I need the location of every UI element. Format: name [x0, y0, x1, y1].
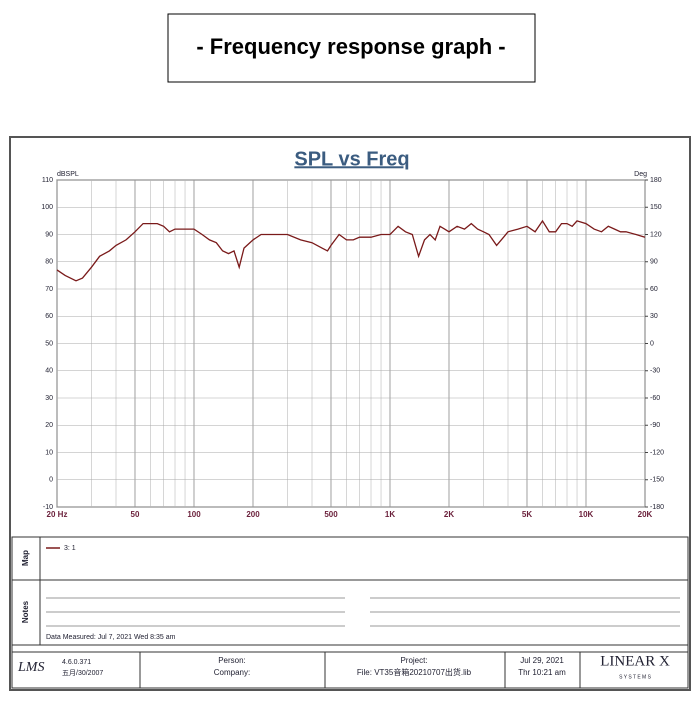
y-tick-label: 100	[41, 204, 53, 211]
y-tick-label: 0	[49, 477, 53, 484]
date: Jul 29, 2021	[520, 656, 564, 665]
version: 4.6.0.371	[62, 659, 91, 666]
y2-tick-label: 60	[650, 286, 658, 293]
file: File: VT35音箱20210707出货.lib	[357, 667, 472, 677]
y2-tick-label: -180	[650, 504, 664, 511]
company: Company:	[214, 668, 250, 677]
y-tick-label: 30	[45, 395, 53, 402]
y2-tick-label: 120	[650, 231, 662, 238]
time: Thr 10:21 am	[518, 668, 566, 677]
footer	[139, 652, 581, 688]
y2-tick-label: -150	[650, 477, 664, 484]
chart-title: SPL vs Freq	[294, 148, 409, 170]
y-tick-label: 40	[45, 368, 53, 375]
y-tick-label: -10	[43, 504, 53, 511]
y2-axis-label: Deg	[634, 171, 647, 178]
project: Project:	[400, 656, 427, 665]
series-line	[56, 219, 646, 282]
y2-tick-label: -90	[650, 422, 660, 429]
build-date: 五月/30/2007	[62, 669, 103, 677]
y2-tick-label: -120	[650, 449, 664, 456]
notes-label: Notes	[21, 600, 30, 623]
y2-tick-label: 30	[650, 313, 658, 320]
x-tick-label: 500	[324, 510, 338, 519]
y-axis-label: dBSPL	[57, 171, 79, 178]
y2-tick-label: 180	[650, 177, 662, 184]
y-tick-label: 50	[45, 340, 53, 347]
person: Person:	[218, 656, 246, 665]
note-lines	[46, 597, 680, 627]
y2-tick-label: 150	[650, 204, 662, 211]
y-tick-label: 10	[45, 449, 53, 456]
y-tick-label: 80	[45, 259, 53, 266]
brand: LINEAR X	[600, 653, 670, 669]
x-tick-label: 200	[246, 510, 260, 519]
brand-sub: S Y S T E M S	[619, 674, 652, 680]
y2-tick-label: 0	[650, 340, 654, 347]
y2-tick-label: 90	[650, 259, 658, 266]
legend-label: 3: 1	[64, 545, 76, 552]
x-tick-label: 5K	[522, 510, 532, 519]
title-box	[167, 13, 536, 83]
x-tick-label: 50	[131, 510, 140, 519]
x-tick-label: 10K	[579, 510, 594, 519]
x-tick-label: 20K	[638, 510, 653, 519]
y-tick-label: 110	[42, 177, 53, 184]
y-tick-label: 20	[45, 422, 53, 429]
y-tick-label: 60	[45, 313, 53, 320]
x-tick-label: 1K	[385, 510, 395, 519]
measured: Data Measured: Jul 7, 2021 Wed 8:35 am	[46, 634, 176, 641]
page-title: - Frequency response graph -	[196, 34, 505, 59]
x-tick-label: 100	[187, 510, 201, 519]
logo: LMS	[17, 660, 44, 675]
y-tick-label: 90	[45, 231, 53, 238]
y2-tick-label: -30	[650, 368, 660, 375]
x-tick-label: 2K	[444, 510, 454, 519]
x-tick-label: 20 Hz	[47, 510, 68, 519]
y-tick-label: 70	[45, 286, 53, 293]
map-label: Map	[21, 550, 30, 566]
y2-tick-label: -60	[650, 395, 660, 402]
